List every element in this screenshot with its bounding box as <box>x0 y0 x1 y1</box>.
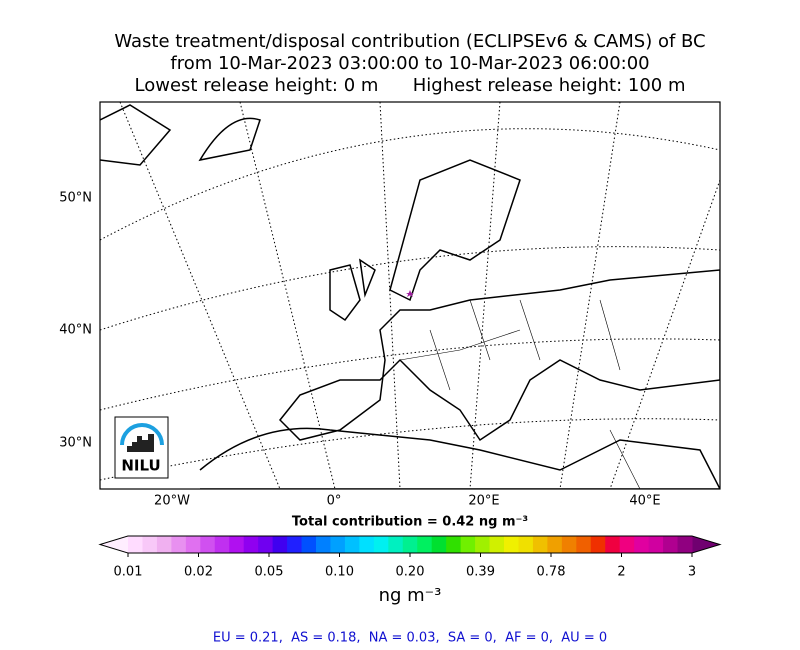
colorbar-cell <box>316 536 331 553</box>
colorbar-cell <box>475 536 491 553</box>
colorbar-tick-label: 0.05 <box>255 565 284 580</box>
colorbar-cell <box>388 536 404 553</box>
total-contribution: Total contribution = 0.42 ng m⁻³ <box>292 515 528 530</box>
title-line: from 10-Mar-2023 03:00:00 to 10-Mar-2023… <box>170 53 649 74</box>
colorbar-cell <box>648 536 664 553</box>
title-line: Lowest release height: 0 m Highest relea… <box>135 75 686 96</box>
colorbar-tick-label: 0.02 <box>184 565 213 580</box>
colorbar-cell <box>243 536 259 553</box>
colorbar-cell <box>402 536 418 553</box>
map: NILU 50°N 40°N 30°N 20°W 0° 20°E 40°E <box>59 101 721 509</box>
colorbar-cell <box>214 536 230 553</box>
colorbar-cell <box>460 536 476 553</box>
lon-label: 0° <box>327 494 342 509</box>
colorbar-cell <box>200 536 216 553</box>
colorbar-cell <box>156 536 172 553</box>
colorbar-cell <box>561 536 577 553</box>
colorbar-cell <box>590 536 606 553</box>
colorbar-cell <box>504 536 519 553</box>
logo-text: NILU <box>121 457 160 475</box>
lat-label: 30°N <box>59 436 92 451</box>
colorbar-cell <box>446 536 462 553</box>
colorbar-cell <box>576 536 592 553</box>
colorbar-cell <box>344 536 360 553</box>
colorbar-unit: ng m⁻³ <box>379 585 442 606</box>
colorbar-cell <box>301 536 317 553</box>
colorbar-cell <box>547 536 563 553</box>
colorbar-tick-label: 0.20 <box>396 565 425 580</box>
colorbar-cell <box>171 536 187 553</box>
colorbar-cell <box>663 536 679 553</box>
colorbar-cell <box>229 536 245 553</box>
colorbar-cell <box>287 536 303 553</box>
lon-label: 40°E <box>629 494 660 509</box>
colorbar-cell <box>359 536 375 553</box>
region-contributions: EU = 0.21, AS = 0.18, NA = 0.03, SA = 0,… <box>213 631 607 646</box>
colorbar-tick-label: 0.39 <box>466 565 495 580</box>
colorbar-cell <box>518 536 534 553</box>
colorbar-tick-label: 3 <box>688 565 696 580</box>
colorbar-cell <box>489 536 505 553</box>
colorbar-cell <box>128 536 143 553</box>
colorbar-over <box>692 536 720 553</box>
map-frame <box>99 101 721 490</box>
lon-label: 20°W <box>154 494 190 509</box>
colorbar-cell <box>619 536 635 553</box>
colorbar-cell <box>373 536 389 553</box>
colorbar-cell <box>677 536 693 553</box>
title-line: Waste treatment/disposal contribution (E… <box>114 31 705 52</box>
colorbar-cell <box>272 536 288 553</box>
colorbar-cell <box>532 536 548 553</box>
logo: NILU <box>114 416 169 479</box>
colorbar-cell <box>431 536 447 553</box>
colorbar-tick-label: 0.01 <box>114 565 143 580</box>
colorbar-cell <box>142 536 158 553</box>
colorbar-tick-label: 2 <box>617 565 625 580</box>
colorbar-cell <box>605 536 621 553</box>
lon-label: 20°E <box>468 494 499 509</box>
lat-label: 40°N <box>59 323 92 338</box>
colorbar-cell <box>258 536 274 553</box>
colorbar-cell <box>330 536 346 553</box>
colorbar-under <box>100 536 128 553</box>
colorbar: 0.01 0.02 0.05 0.10 0.20 0.39 0.78 2 3 <box>98 535 722 580</box>
colorbar-cell <box>185 536 201 553</box>
colorbar-cell <box>634 536 650 553</box>
colorbar-tick-label: 0.78 <box>537 565 566 580</box>
colorbar-cell <box>417 536 433 553</box>
lat-label: 50°N <box>59 191 92 206</box>
colorbar-tick-label: 0.10 <box>325 565 354 580</box>
